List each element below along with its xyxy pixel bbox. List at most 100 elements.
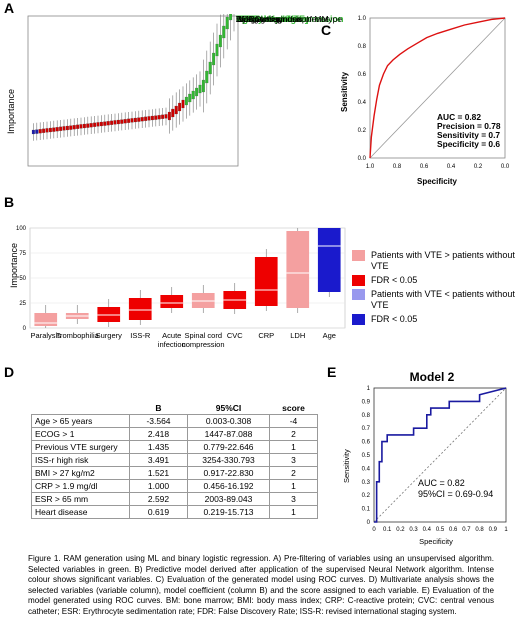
legend-item: FDR < 0.05 <box>352 275 520 286</box>
table-row: Previous VTE surgery 1.435 0.779-22.646 1 <box>31 440 318 454</box>
panel-a-box <box>65 125 69 131</box>
panel-e-xtick: 0.1 <box>383 527 392 533</box>
panel-a-box <box>137 117 141 122</box>
variable-black2-1: Dyslipemia <box>236 14 279 24</box>
panel-c-xtick: 0.6 <box>420 164 429 170</box>
table-header: 95%CI <box>187 402 270 415</box>
table-row: Age > 65 years -3.564 0.003-0.308 -4 <box>31 414 318 428</box>
panel-a-box <box>225 16 229 30</box>
table-cell: 3 <box>269 492 318 506</box>
panel-a-box <box>229 14 233 21</box>
table-cell: Age > 65 years <box>31 414 130 428</box>
panel-letter-d: D <box>4 364 15 380</box>
panel-a-box <box>191 90 195 100</box>
panel-b-box <box>128 298 152 320</box>
panel-b-category-label: CRP <box>258 331 274 340</box>
variable-black-3: Body mass index <box>236 14 302 24</box>
panel-a-box <box>130 118 134 123</box>
table-cell: Previous VTE surgery <box>31 440 130 454</box>
table-cell: 3254-330.793 <box>187 453 270 467</box>
panel-a-box <box>222 25 226 39</box>
panel-e-ytick: 0.5 <box>362 453 371 459</box>
panel-a-box <box>106 121 110 126</box>
panel-a-box <box>205 70 209 84</box>
panel-c-xlabel: Specificity <box>417 177 458 186</box>
panel-b-ytick: 25 <box>19 301 26 307</box>
table-cell: 1 <box>269 505 318 519</box>
panel-a-box <box>127 118 131 123</box>
panel-b-ytick: 100 <box>16 226 27 232</box>
panel-e-ylabel: Sensitivity <box>342 449 351 483</box>
table-cell: ESR > 65 mm <box>31 492 130 506</box>
panel-a-box <box>93 122 97 127</box>
panel-b-box <box>317 228 341 292</box>
panel-b-category-label: Acute <box>162 331 181 340</box>
panel-c-ytick: 1.0 <box>358 16 367 22</box>
panel-e-xtick: 1 <box>504 527 508 533</box>
panel-a-box <box>147 116 151 121</box>
panel-a-box <box>201 79 205 93</box>
panel-c-ytick: 0.6 <box>358 72 367 78</box>
panel-e-xtick: 0 <box>372 527 376 533</box>
table-cell: 3.491 <box>129 453 188 467</box>
table-cell: 2.592 <box>129 492 188 506</box>
panel-e-ytick: 0.8 <box>362 413 371 419</box>
panel-a-box <box>212 52 216 66</box>
table-cell: Heart disease <box>31 505 130 519</box>
panel-a-box <box>215 43 219 57</box>
variable-paralysis: Paralysis <box>236 14 276 24</box>
panel-letter-b: B <box>4 194 15 210</box>
table-cell: ISS-r high risk <box>31 453 130 467</box>
panel-a-chart: Importance <box>6 14 239 167</box>
table-row: CRP > 1.9 mg/dl 1.000 0.456-16.192 1 <box>31 479 318 493</box>
panel-a-box <box>31 129 35 135</box>
legend-swatch <box>352 275 365 286</box>
legend-item: FDR < 0.05 <box>352 314 520 325</box>
table-header <box>31 402 130 415</box>
variable-green-3: Previous surgery <box>236 14 310 24</box>
panel-e-ytick: 0.1 <box>362 507 371 513</box>
panel-a-box <box>86 123 90 128</box>
panel-a-box <box>123 119 127 124</box>
panel-c-ylabel: Sensitivity <box>340 71 349 112</box>
panel-b-category-label: infection <box>158 340 186 349</box>
table-cell: 1 <box>269 479 318 493</box>
panel-a-box <box>140 117 144 122</box>
panel-a-box <box>99 121 103 127</box>
panel-a-box <box>110 120 114 125</box>
table-cell: 3 <box>269 453 318 467</box>
panel-a-box <box>188 93 192 103</box>
panel-a-box <box>35 129 39 134</box>
panel-b-ytick: 0 <box>23 326 27 332</box>
panel-c-ytick: 0.4 <box>358 100 367 106</box>
variable-green-2: CRP <box>236 14 256 24</box>
table-header: score <box>269 402 318 415</box>
panel-a-box <box>174 105 178 115</box>
panel-a-box <box>76 124 80 129</box>
table-cell: 0.456-16.192 <box>187 479 270 493</box>
panel-a-box <box>52 127 56 132</box>
panel-b-category-label: compression <box>182 340 225 349</box>
table-cell: 0.219-15.713 <box>187 505 270 519</box>
legend-label: Patients with VTE < patients without VTE <box>371 289 515 310</box>
table-cell: 1.000 <box>129 479 188 493</box>
table-cell: BMI > 27 kg/m2 <box>31 466 130 480</box>
panel-letter-a: A <box>4 0 15 16</box>
table-cell: 2.418 <box>129 427 188 441</box>
table-cell: 1447-87.088 <box>187 427 270 441</box>
panel-e-frame <box>373 387 507 523</box>
panel-c-roc-curve <box>369 17 506 159</box>
legend-swatch <box>352 250 365 261</box>
panel-a-box <box>69 125 73 130</box>
panel-c-xtick: 0.0 <box>501 164 510 170</box>
panel-a-box <box>167 111 171 121</box>
variable-green-0: CVC before VTE <box>236 14 306 24</box>
table-cell: 2 <box>269 466 318 480</box>
panel-e-ytick: 0.7 <box>362 426 371 432</box>
panel-a-box <box>120 119 124 124</box>
legend-label: FDR < 0.05 <box>371 314 418 324</box>
panel-e-ytick: 0.4 <box>362 466 371 472</box>
panel-a-box <box>195 87 199 97</box>
panel-b-box <box>160 295 184 308</box>
table-cell: 1.435 <box>129 440 188 454</box>
